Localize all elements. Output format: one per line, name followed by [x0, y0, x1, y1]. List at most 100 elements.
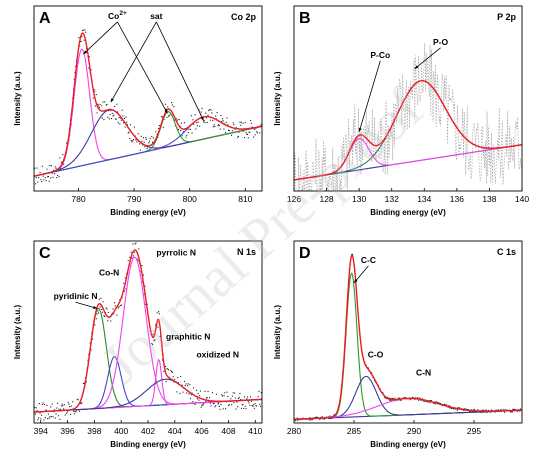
data-point: [245, 132, 247, 134]
data-point: [48, 180, 50, 182]
annotation-arrow: [358, 60, 381, 132]
data-point: [187, 385, 189, 387]
data-point: [53, 411, 55, 413]
data-point: [330, 417, 332, 419]
data-point: [34, 407, 36, 409]
annotation-arrowhead: [354, 279, 358, 283]
data-point: [161, 116, 163, 118]
data-point: [311, 419, 313, 421]
data-point: [132, 140, 134, 142]
x-tick-label: 400: [114, 426, 128, 436]
data-point: [199, 395, 201, 397]
data-point: [424, 400, 426, 402]
data-point: [137, 133, 139, 135]
data-point: [112, 115, 114, 117]
data-point: [96, 313, 98, 315]
data-point: [176, 391, 178, 393]
data-point: [44, 417, 46, 419]
data-point: [214, 126, 216, 128]
x-tick-label: 136: [450, 194, 464, 204]
data-point: [97, 103, 99, 105]
data-point: [385, 397, 387, 399]
data-point: [321, 416, 323, 418]
data-point: [212, 392, 214, 394]
data-point: [110, 110, 112, 112]
x-tick-label: 780: [71, 194, 85, 204]
data-point: [251, 126, 253, 128]
data-point: [144, 146, 146, 148]
data-point: [131, 257, 133, 259]
data-point: [116, 103, 118, 105]
data-point: [249, 404, 251, 406]
data-point: [118, 306, 120, 308]
data-point: [440, 403, 442, 405]
data-point: [63, 163, 65, 165]
data-point: [155, 324, 157, 326]
data-point: [390, 400, 392, 402]
data-point: [504, 411, 506, 413]
data-point: [394, 397, 396, 399]
data-point: [179, 392, 181, 394]
data-point: [142, 274, 144, 276]
data-point: [141, 140, 143, 142]
data-point: [62, 405, 64, 407]
data-point: [185, 383, 187, 385]
data-point: [519, 408, 521, 410]
data-point: [198, 399, 200, 401]
data-point: [124, 126, 126, 128]
data-point: [231, 130, 233, 132]
data-point: [239, 392, 241, 394]
data-point: [228, 130, 230, 132]
panel-c: 394 396 398 400 402 404 406 408 410 Binding energ…: [13, 240, 263, 449]
data-point: [240, 407, 242, 409]
data-point: [193, 123, 195, 125]
data-point: [209, 119, 211, 121]
data-point: [213, 124, 215, 126]
data-point: [87, 359, 89, 361]
data-point: [453, 408, 455, 410]
data-point: [63, 408, 65, 410]
data-point: [196, 389, 198, 391]
data-point: [225, 132, 227, 134]
data-point: [414, 398, 416, 400]
data-point: [51, 403, 53, 405]
data-point: [136, 141, 138, 143]
data-point: [139, 149, 141, 151]
data-point: [162, 126, 164, 128]
data-point: [124, 277, 126, 279]
data-point: [243, 407, 245, 409]
data-point: [44, 177, 46, 179]
data-point: [82, 29, 84, 31]
data-point: [54, 417, 56, 419]
data-point: [137, 260, 139, 262]
data-point: [235, 126, 237, 128]
data-point: [209, 397, 211, 399]
data-point: [190, 128, 192, 130]
data-point: [51, 172, 53, 174]
data-point: [50, 177, 52, 179]
data-point: [187, 383, 189, 385]
data-point: [78, 37, 80, 39]
data-point: [260, 392, 262, 394]
data-point: [154, 339, 156, 341]
data-point: [128, 131, 130, 133]
data-point: [218, 125, 220, 127]
data-point: [474, 409, 476, 411]
data-point: [181, 384, 183, 386]
data-point: [211, 112, 213, 114]
data-point: [37, 419, 39, 421]
data-point: [434, 401, 436, 403]
data-point: [221, 395, 223, 397]
data-point: [46, 168, 48, 170]
data-point: [260, 123, 262, 125]
data-point: [76, 409, 78, 411]
data-point: [201, 107, 203, 109]
data-point: [302, 417, 304, 419]
data-point: [196, 398, 198, 400]
data-point: [123, 290, 125, 292]
data-point: [129, 138, 131, 140]
data-point: [382, 392, 384, 394]
x-axis-label: Binding energy (eV): [370, 440, 446, 449]
data-point: [47, 418, 49, 420]
data-point: [82, 30, 84, 32]
